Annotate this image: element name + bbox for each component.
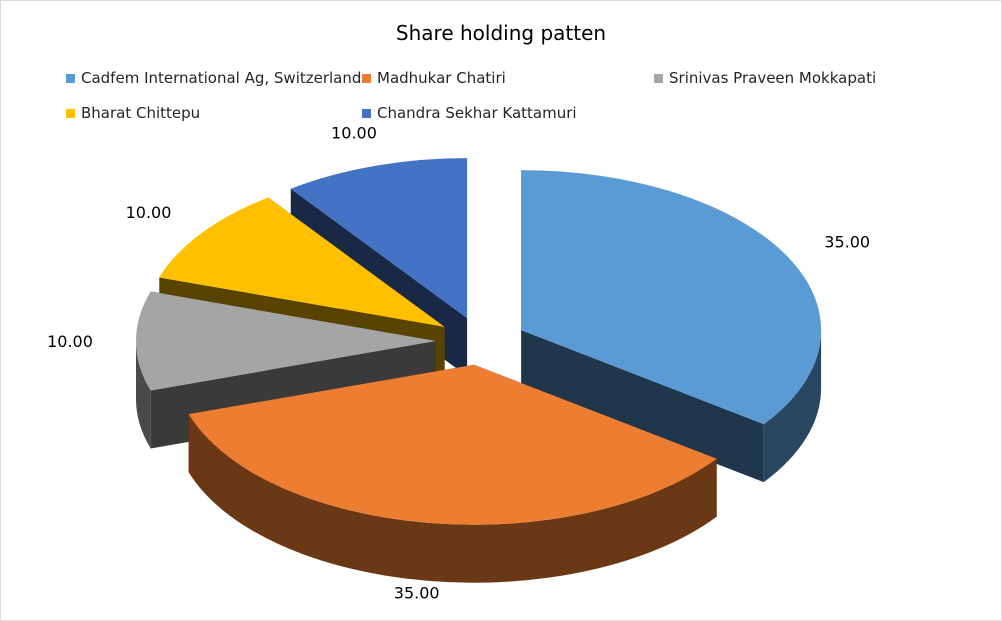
pie-slice-wall <box>521 330 764 483</box>
legend-item-srinivas: Srinivas Praveen Mokkapati <box>654 69 876 87</box>
legend-swatch <box>66 108 75 118</box>
pie-slice-side <box>136 341 151 449</box>
pie-labels: 35.00 35.00 10.00 10.00 10.00 <box>47 124 870 603</box>
data-label: 10.00 <box>331 124 377 143</box>
legend-label: Chandra Sekhar Kattamuri <box>377 104 577 122</box>
pie-slice-side <box>188 414 717 583</box>
pie-tops <box>136 158 822 525</box>
pie-slice <box>188 364 717 525</box>
legend-item-madhukar: Madhukar Chatiri <box>362 69 506 87</box>
legend-swatch <box>66 73 75 83</box>
data-label: 35.00 <box>824 232 870 251</box>
pie-slice <box>521 170 822 425</box>
legend-item-bharat: Bharat Chittepu <box>66 104 200 122</box>
legend-label: Srinivas Praveen Mokkapati <box>669 69 877 87</box>
legend-label: Bharat Chittepu <box>81 104 201 122</box>
chart-title: Share holding patten <box>395 21 607 45</box>
legend: Cadfem International Ag, Switzerland Mad… <box>1 1 1001 131</box>
legend-swatch <box>362 73 371 83</box>
legend-swatch <box>654 73 663 83</box>
data-label: 10.00 <box>126 203 172 222</box>
legend-label: Madhukar Chatiri <box>377 69 506 87</box>
pie-slice <box>290 158 468 319</box>
data-label: 35.00 <box>394 583 440 602</box>
data-label: 10.00 <box>47 332 93 351</box>
pie-slice-side <box>763 330 822 483</box>
legend-swatch <box>362 108 371 118</box>
pie-slice <box>136 291 436 391</box>
legend-item-cadfem: Cadfem International Ag, Switzerland <box>66 69 361 87</box>
pie-slice <box>159 197 445 327</box>
legend-item-chandra: Chandra Sekhar Kattamuri <box>362 104 577 122</box>
legend-label: Cadfem International Ag, Switzerland <box>81 69 362 87</box>
